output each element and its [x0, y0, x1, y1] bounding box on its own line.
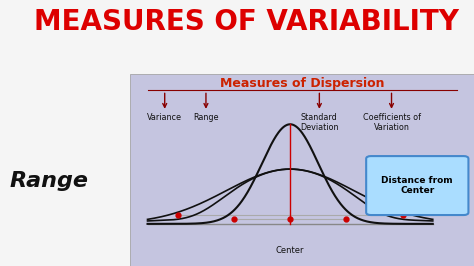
Text: Coefficients of
Variation: Coefficients of Variation [363, 113, 420, 132]
FancyBboxPatch shape [366, 156, 468, 215]
FancyBboxPatch shape [130, 74, 474, 266]
Text: Center: Center [276, 246, 304, 255]
Text: Range: Range [193, 113, 219, 122]
Text: Standard
Deviation: Standard Deviation [300, 113, 338, 132]
Text: Distance from
Center: Distance from Center [382, 176, 453, 195]
Text: Variance: Variance [147, 113, 182, 122]
Text: Measures of Dispersion: Measures of Dispersion [220, 77, 384, 90]
Text: Range: Range [9, 171, 89, 191]
Text: MEASURES OF VARIABILITY: MEASURES OF VARIABILITY [34, 8, 459, 36]
